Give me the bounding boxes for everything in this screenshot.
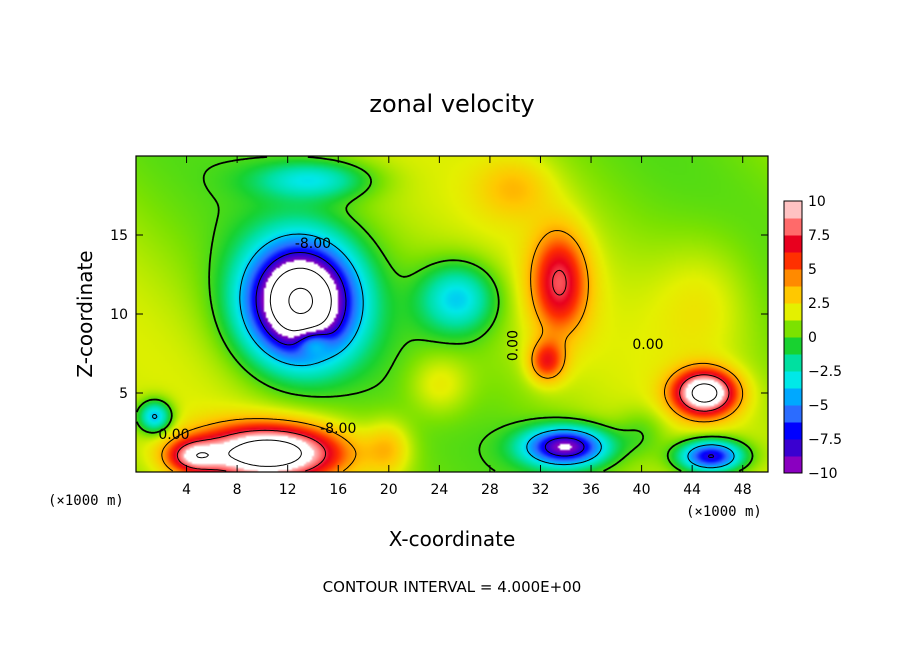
colorbar-swatch xyxy=(784,286,802,304)
colorbar-tick-label: 5 xyxy=(808,262,817,278)
colorbar-tick-label: −2.5 xyxy=(808,364,842,380)
colorbar-swatch xyxy=(784,337,802,355)
contour-line xyxy=(288,287,313,314)
y-axis-label: Z-coordinate xyxy=(73,250,97,377)
colorbar-tick-label: −7.5 xyxy=(808,432,842,448)
contour-line xyxy=(152,233,735,469)
colorbar-swatch xyxy=(784,269,802,287)
contour-lines xyxy=(136,156,754,472)
heatmap-area xyxy=(135,155,769,473)
contour-label-text: -8.00 xyxy=(295,236,331,252)
chart-title: zonal velocity xyxy=(369,90,534,118)
x-tick-label: 4 xyxy=(182,482,191,498)
contour-labels: -8.00 0.00 0.00 -8.00 0.00 xyxy=(158,236,663,443)
x-tick-label: 28 xyxy=(481,482,499,498)
colorbar-swatch xyxy=(784,354,802,372)
contour-line xyxy=(196,383,718,467)
colorbar-swatch xyxy=(784,252,802,270)
x-unit-label-right: (×1000 m) xyxy=(686,504,762,520)
colorbar-swatch xyxy=(784,439,802,457)
x-axis-ticks: 4 8 12 16 20 24 28 32 36 40 44 48 xyxy=(182,156,752,498)
heatmap-image xyxy=(136,156,768,472)
y-tick-label: 5 xyxy=(119,386,128,402)
x-tick-label: 16 xyxy=(329,482,347,498)
x-tick-label: 8 xyxy=(233,482,242,498)
colorbar-frame xyxy=(783,200,803,474)
colorbar-swatch xyxy=(784,218,802,236)
colorbar-tick-label: 0 xyxy=(808,330,817,346)
contour-label: 0.00 xyxy=(506,330,522,361)
contour-label: -8.00 xyxy=(320,421,356,437)
x-tick-label: 24 xyxy=(430,482,448,498)
x-tick-label: 32 xyxy=(532,482,550,498)
contour-label: -8.00 xyxy=(295,236,331,252)
contour-label-text: 0.00 xyxy=(632,337,663,353)
contour-label-text: 0.00 xyxy=(506,330,522,361)
colorbar-tick-label: 7.5 xyxy=(808,228,830,244)
colorbar-swatch xyxy=(784,456,802,474)
contour-interval-note: CONTOUR INTERVAL = 4.000E+00 xyxy=(323,578,582,596)
colorbar-swatch xyxy=(784,405,802,423)
x-tick-label: 40 xyxy=(633,482,651,498)
x-tick-label: 12 xyxy=(279,482,297,498)
colorbar-tick-label: 10 xyxy=(808,194,826,210)
colorbar-ticks: 10 7.5 5 2.5 0 −2.5 −5 −7.5 −10 xyxy=(808,194,842,482)
contour-label-text: -8.00 xyxy=(320,421,356,437)
contour-line xyxy=(255,252,715,458)
colorbar-swatch xyxy=(784,422,802,440)
contour-label: 0.00 xyxy=(632,337,663,353)
contour-line xyxy=(269,267,332,332)
y-axis-ticks: 5 10 15 xyxy=(110,228,768,402)
contour-label-text: 0.00 xyxy=(158,427,189,443)
x-tick-label: 36 xyxy=(582,482,600,498)
x-unit-label-left: (×1000 m) xyxy=(48,493,124,509)
y-tick-label: 10 xyxy=(110,307,128,323)
colorbar-tick-label: −10 xyxy=(808,466,838,482)
colorbar-swatch xyxy=(784,201,802,219)
y-tick-label: 15 xyxy=(110,228,128,244)
colorbar-swatch xyxy=(784,388,802,406)
colorbar-tick-label: 2.5 xyxy=(808,296,830,312)
colorbar-swatch xyxy=(784,235,802,253)
contour-line xyxy=(161,230,744,472)
x-tick-label: 20 xyxy=(380,482,398,498)
colorbar xyxy=(783,200,803,474)
colorbar-swatch xyxy=(784,371,802,389)
x-tick-label: 44 xyxy=(683,482,701,498)
contour-label: 0.00 xyxy=(158,427,189,443)
x-axis-label: X-coordinate xyxy=(389,527,516,551)
contour-line xyxy=(176,269,730,472)
colorbar-tick-label: −5 xyxy=(808,398,829,414)
contour-line xyxy=(136,156,754,472)
colorbar-swatch xyxy=(784,303,802,321)
x-tick-label: 48 xyxy=(734,482,752,498)
colorbar-swatch xyxy=(784,320,802,338)
